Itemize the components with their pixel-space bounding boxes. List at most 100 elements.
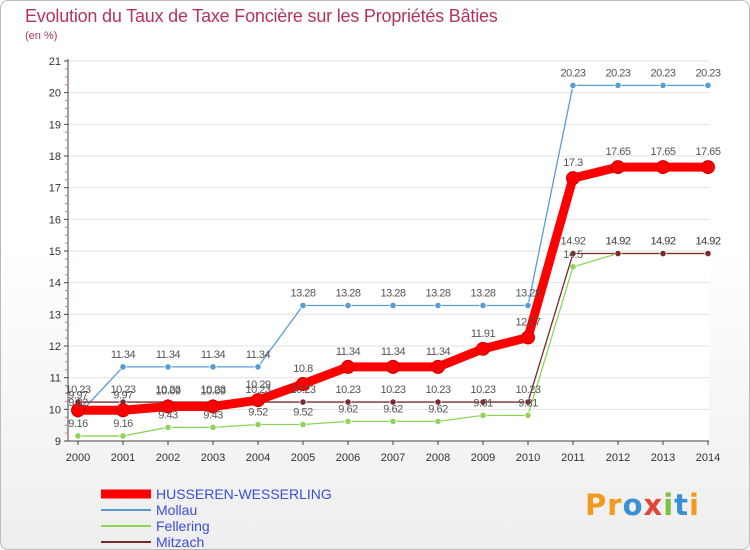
data-label-fellering-2011: 14.5: [563, 249, 583, 261]
y-tick-label-16: 16: [49, 214, 61, 226]
data-label-fellering-2005: 9.52: [293, 407, 313, 419]
data-point-mollau-2013: [659, 81, 667, 89]
x-tick-label-2012: 2012: [606, 452, 630, 464]
x-tick-label-2014: 2014: [696, 452, 720, 464]
data-label-mollau-2003: 11.34: [201, 349, 226, 361]
data-point-husseren-wesserling-2010: [521, 330, 535, 345]
y-tick-label-17: 17: [49, 183, 61, 195]
data-point-mollau-2004: [254, 363, 262, 371]
data-label-husseren-wesserling-2000: 9.97: [68, 389, 88, 401]
logo-part-4: i: [663, 488, 675, 522]
data-label-fellering-2000: 9.16: [68, 418, 88, 430]
data-label-mitzach-2002: 10.23: [155, 384, 180, 396]
data-label-mitzach-2012: 14.92: [605, 236, 630, 248]
data-point-mitzach-2008: [434, 398, 442, 406]
data-point-husseren-wesserling-2001: [116, 403, 130, 418]
data-point-mollau-2014: [704, 81, 712, 89]
data-label-fellering-2012: 14.92: [605, 236, 630, 248]
data-label-mollau-2010: 13.28: [515, 287, 540, 299]
data-label-mitzach-2006: 10.23: [335, 384, 360, 396]
data-point-mollau-2007: [389, 301, 397, 310]
y-tick-label-9: 9: [55, 436, 61, 448]
proxiti-logo: Proxiti: [585, 488, 700, 522]
data-point-mollau-2005: [299, 301, 307, 310]
legend-label-mitzach: Mitzach: [156, 534, 204, 549]
x-tick-label-2006: 2006: [336, 452, 360, 464]
data-label-mollau-2007: 13.28: [380, 287, 405, 299]
logo-part-6: i: [689, 488, 700, 522]
data-point-fellering-2008: [434, 417, 442, 425]
data-point-fellering-2001: [119, 432, 127, 440]
data-label-mitzach-2011: 14.92: [560, 236, 585, 248]
x-tick-label-2005: 2005: [291, 452, 315, 464]
x-tick-label-2004: 2004: [246, 452, 270, 464]
y-tick-label-14: 14: [49, 278, 61, 290]
chart-title: Evolution du Taux de Taxe Foncière sur l…: [25, 6, 498, 26]
data-point-fellering-2005: [299, 420, 307, 429]
data-label-fellering-2010: 9.81: [518, 397, 538, 409]
y-tick-label-19: 19: [49, 119, 61, 131]
data-point-mollau-2010: [524, 301, 532, 310]
data-label-fellering-2002: 9.43: [158, 409, 178, 421]
data-label-mitzach-2004: 10.23: [245, 384, 270, 396]
x-tick-label-2008: 2008: [426, 452, 450, 464]
data-point-mollau-2012: [614, 81, 622, 89]
data-point-husseren-wesserling-2005: [296, 377, 310, 391]
data-point-mitzach-2011: [569, 249, 577, 258]
x-tick-label-2003: 2003: [201, 452, 225, 464]
x-tick-label-2009: 2009: [471, 452, 495, 464]
data-point-mollau-2002: [164, 363, 172, 371]
data-label-mollau-2004: 11.34: [246, 349, 271, 361]
y-tick-label-20: 20: [49, 88, 61, 100]
y-tick-label-13: 13: [49, 309, 61, 321]
data-point-mollau-2009: [479, 301, 487, 310]
data-point-mitzach-2014: [704, 249, 712, 258]
data-label-husseren-wesserling-2001: 9.97: [113, 389, 133, 401]
x-tick-label-2002: 2002: [156, 452, 180, 464]
data-label-mollau-2006: 13.28: [335, 287, 360, 299]
data-label-mollau-2002: 11.34: [156, 349, 181, 361]
data-label-fellering-2014: 14.92: [695, 236, 720, 248]
data-point-fellering-2011: [569, 263, 577, 271]
data-label-fellering-2008: 9.62: [428, 403, 448, 415]
logo-part-1: Pr: [585, 488, 623, 522]
data-point-mitzach-2012: [614, 249, 622, 258]
data-label-mollau-2005: 13.28: [290, 287, 315, 299]
x-tick-label-2007: 2007: [381, 452, 405, 464]
y-tick-label-15: 15: [49, 246, 61, 258]
data-label-husseren-wesserling-2013: 17.65: [650, 146, 675, 158]
data-point-mitzach-2013: [659, 249, 667, 258]
data-label-mollau-2009: 13.28: [470, 287, 495, 299]
data-label-mollau-2013: 20.23: [650, 67, 675, 79]
data-label-husseren-wesserling-2011: 17.3: [563, 157, 583, 169]
data-label-fellering-2009: 9.81: [473, 397, 493, 409]
data-label-mollau-2008: 13.28: [425, 287, 450, 299]
data-point-mollau-2003: [209, 363, 217, 371]
data-label-husseren-wesserling-2005: 10.8: [293, 363, 313, 375]
data-point-fellering-2000: [74, 432, 82, 440]
data-point-husseren-wesserling-2008: [431, 359, 445, 374]
data-label-husseren-wesserling-2006: 11.34: [336, 346, 361, 358]
data-label-fellering-2006: 9.62: [338, 403, 358, 415]
data-label-mollau-2014: 20.23: [695, 67, 720, 79]
data-label-fellering-2004: 9.52: [248, 407, 268, 419]
data-label-husseren-wesserling-2010: 12.27: [515, 316, 540, 328]
legend-label-husseren-wesserling: HUSSEREN-WESSERLING: [156, 486, 332, 502]
data-point-husseren-wesserling-2003: [206, 399, 220, 414]
y-tick-label-11: 11: [50, 373, 61, 385]
legend-label-mollau: Mollau: [156, 502, 197, 518]
data-point-husseren-wesserling-2014: [701, 160, 715, 175]
data-label-fellering-2003: 9.43: [203, 409, 223, 421]
data-point-mitzach-2009: [479, 398, 487, 406]
data-label-fellering-2001: 9.16: [113, 418, 133, 430]
data-label-mitzach-2014: 14.92: [695, 236, 720, 248]
data-point-husseren-wesserling-2002: [161, 399, 175, 414]
data-label-husseren-wesserling-2014: 17.65: [695, 146, 720, 158]
data-point-husseren-wesserling-2012: [611, 160, 625, 175]
data-label-mitzach-2001: 10.23: [110, 384, 135, 396]
y-tick-label-12: 12: [49, 341, 61, 353]
data-label-mitzach-2007: 10.23: [380, 384, 405, 396]
data-point-fellering-2009: [479, 411, 487, 419]
data-point-mollau-2011: [569, 81, 577, 89]
